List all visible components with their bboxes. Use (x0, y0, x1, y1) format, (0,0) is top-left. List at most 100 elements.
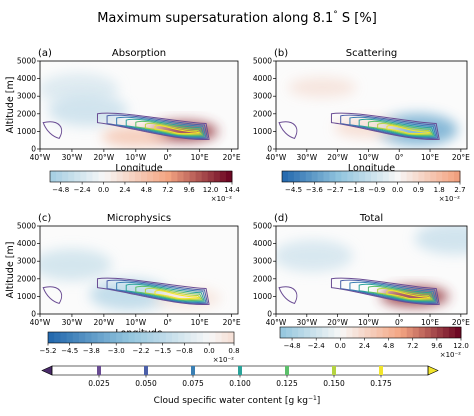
contour-0.150 (144, 287, 203, 300)
colorbar-tick-label: −4.5 (285, 186, 302, 194)
colorbar-tick-label: 1.8 (434, 186, 445, 194)
colorbar-segment (60, 332, 67, 343)
colorbar-segment (317, 171, 324, 182)
anomaly-negative (47, 94, 128, 127)
colorbar-segment (178, 332, 185, 343)
colorbar-segment (122, 332, 129, 343)
colorbar-segment (424, 327, 432, 338)
colorbar-tick-label: 7.2 (407, 342, 418, 350)
colorbar-segment (406, 171, 413, 182)
x-tick-label: 10°W (358, 153, 379, 162)
legend-extend-right (427, 365, 439, 376)
colorbar-segment (358, 327, 365, 338)
colorbar-tick-label: 2.4 (119, 186, 131, 194)
colorbar-tick-label: 2.7 (454, 186, 465, 194)
colorbar-segment (298, 327, 305, 338)
colorbar-tick-label: −2.4 (74, 186, 92, 194)
colorbar-tick-label: −2.7 (327, 186, 344, 194)
legend-segment (334, 366, 381, 375)
colorbar-segment (412, 171, 419, 182)
x-tick-label: 10°W (125, 153, 146, 162)
colorbar-segment (436, 327, 444, 338)
x-tick-label: 0° (395, 153, 404, 162)
colorbar-segment (80, 171, 87, 182)
panel-label: (b) (274, 48, 288, 59)
contour-isolated (278, 121, 298, 140)
colorbar-segment (227, 332, 235, 343)
colorbar-segment (365, 171, 372, 182)
x-tick-label: 20°W (327, 153, 348, 162)
x-tick-label: 10°E (421, 153, 439, 162)
colorbar-segment (304, 327, 311, 338)
colorbar-segment (353, 171, 360, 182)
colorbar-segment (334, 327, 341, 338)
y-tick-label: 1000 (253, 127, 272, 136)
colorbar-segment (153, 171, 160, 182)
colorbar-segment (66, 332, 74, 343)
y-tick-label: 3000 (17, 257, 36, 266)
contour-0.075 (116, 116, 207, 138)
colorbar-segment (418, 171, 425, 182)
cloud-water-contours (42, 112, 210, 140)
panel-3: (c) Microphysics 40°W 30°W 20°W 10°W 0° 10°E 20°… (5, 213, 241, 339)
colorbar-frame (49, 170, 233, 183)
colorbar-frame (281, 170, 461, 183)
colorbar-segment (110, 171, 118, 182)
colorbar-tick-label: −5.2 (40, 347, 57, 355)
x-tick-label: 30°W (62, 318, 83, 327)
colorbar-segment (436, 171, 443, 182)
colorbar-segment (382, 171, 390, 182)
colorbar-segment (376, 327, 383, 338)
legend-segment (287, 366, 334, 375)
colorbar-segment (171, 171, 178, 182)
panel-4: (d) Total 40°W 30°W 20°W 10°W 0° 10°E 20°E 0 1000 2… (253, 213, 470, 339)
contour-0.100 (358, 118, 436, 137)
contour-0.125 (135, 285, 204, 301)
y-tick-label: 0 (31, 145, 36, 154)
figure-title: Maximum supersaturation along 8.1° S [%] (97, 10, 377, 26)
colorbar-segment (316, 327, 323, 338)
contour-0.075 (349, 116, 437, 138)
colorbar-segment (74, 171, 81, 182)
colorbar-segment (68, 171, 75, 182)
y-tick-label: 4000 (17, 239, 36, 248)
cloud-water-contours (278, 277, 440, 305)
colorbar-segment (364, 327, 371, 338)
anomaly-negative (40, 248, 112, 281)
colorbar-segment (50, 171, 57, 182)
colorbar-segment (286, 327, 293, 338)
colorbar-segment (371, 171, 378, 182)
colorbar-segment (98, 171, 105, 182)
colorbar-tick-label: −0.9 (368, 186, 385, 194)
contour-0.075 (349, 281, 437, 303)
contour-legend-bar (41, 365, 439, 376)
colorbar-tick-label: 0.0 (335, 342, 346, 350)
axes-frame (275, 225, 468, 315)
axes-frame (39, 225, 239, 315)
contour-legend-label: Cloud specific water content [g kg−1] (154, 395, 321, 407)
colorbar-segment (165, 171, 172, 182)
y-tick-label: 0 (31, 310, 36, 319)
colorbar-segment (207, 171, 215, 182)
colorbar-tick-label: 4.8 (383, 342, 394, 350)
y-tick-label: 1000 (253, 292, 272, 301)
y-tick-label: 3000 (253, 92, 272, 101)
colorbar-segment (103, 332, 111, 343)
colorbar-segment (340, 327, 347, 338)
contour-0.100 (125, 283, 205, 302)
y-tick-label: 5000 (17, 57, 36, 66)
colorbar-tick-label: −2.2 (133, 347, 150, 355)
colorbar-segment (128, 171, 136, 182)
axes-frame (275, 60, 468, 150)
colorbar-segment (219, 171, 227, 182)
colorbar-segment (195, 171, 203, 182)
contour-0.075 (116, 281, 207, 303)
cloud-water-contours (42, 277, 210, 305)
colorbar-segment (424, 171, 431, 182)
y-tick-label: 1000 (17, 127, 36, 136)
colorbar-segment (72, 332, 80, 343)
x-tick-label: 0° (163, 153, 172, 162)
colorbar-tick-label: −1.5 (154, 347, 171, 355)
colorbar-segment (388, 327, 396, 338)
legend-tick-label: 0.125 (276, 379, 298, 388)
